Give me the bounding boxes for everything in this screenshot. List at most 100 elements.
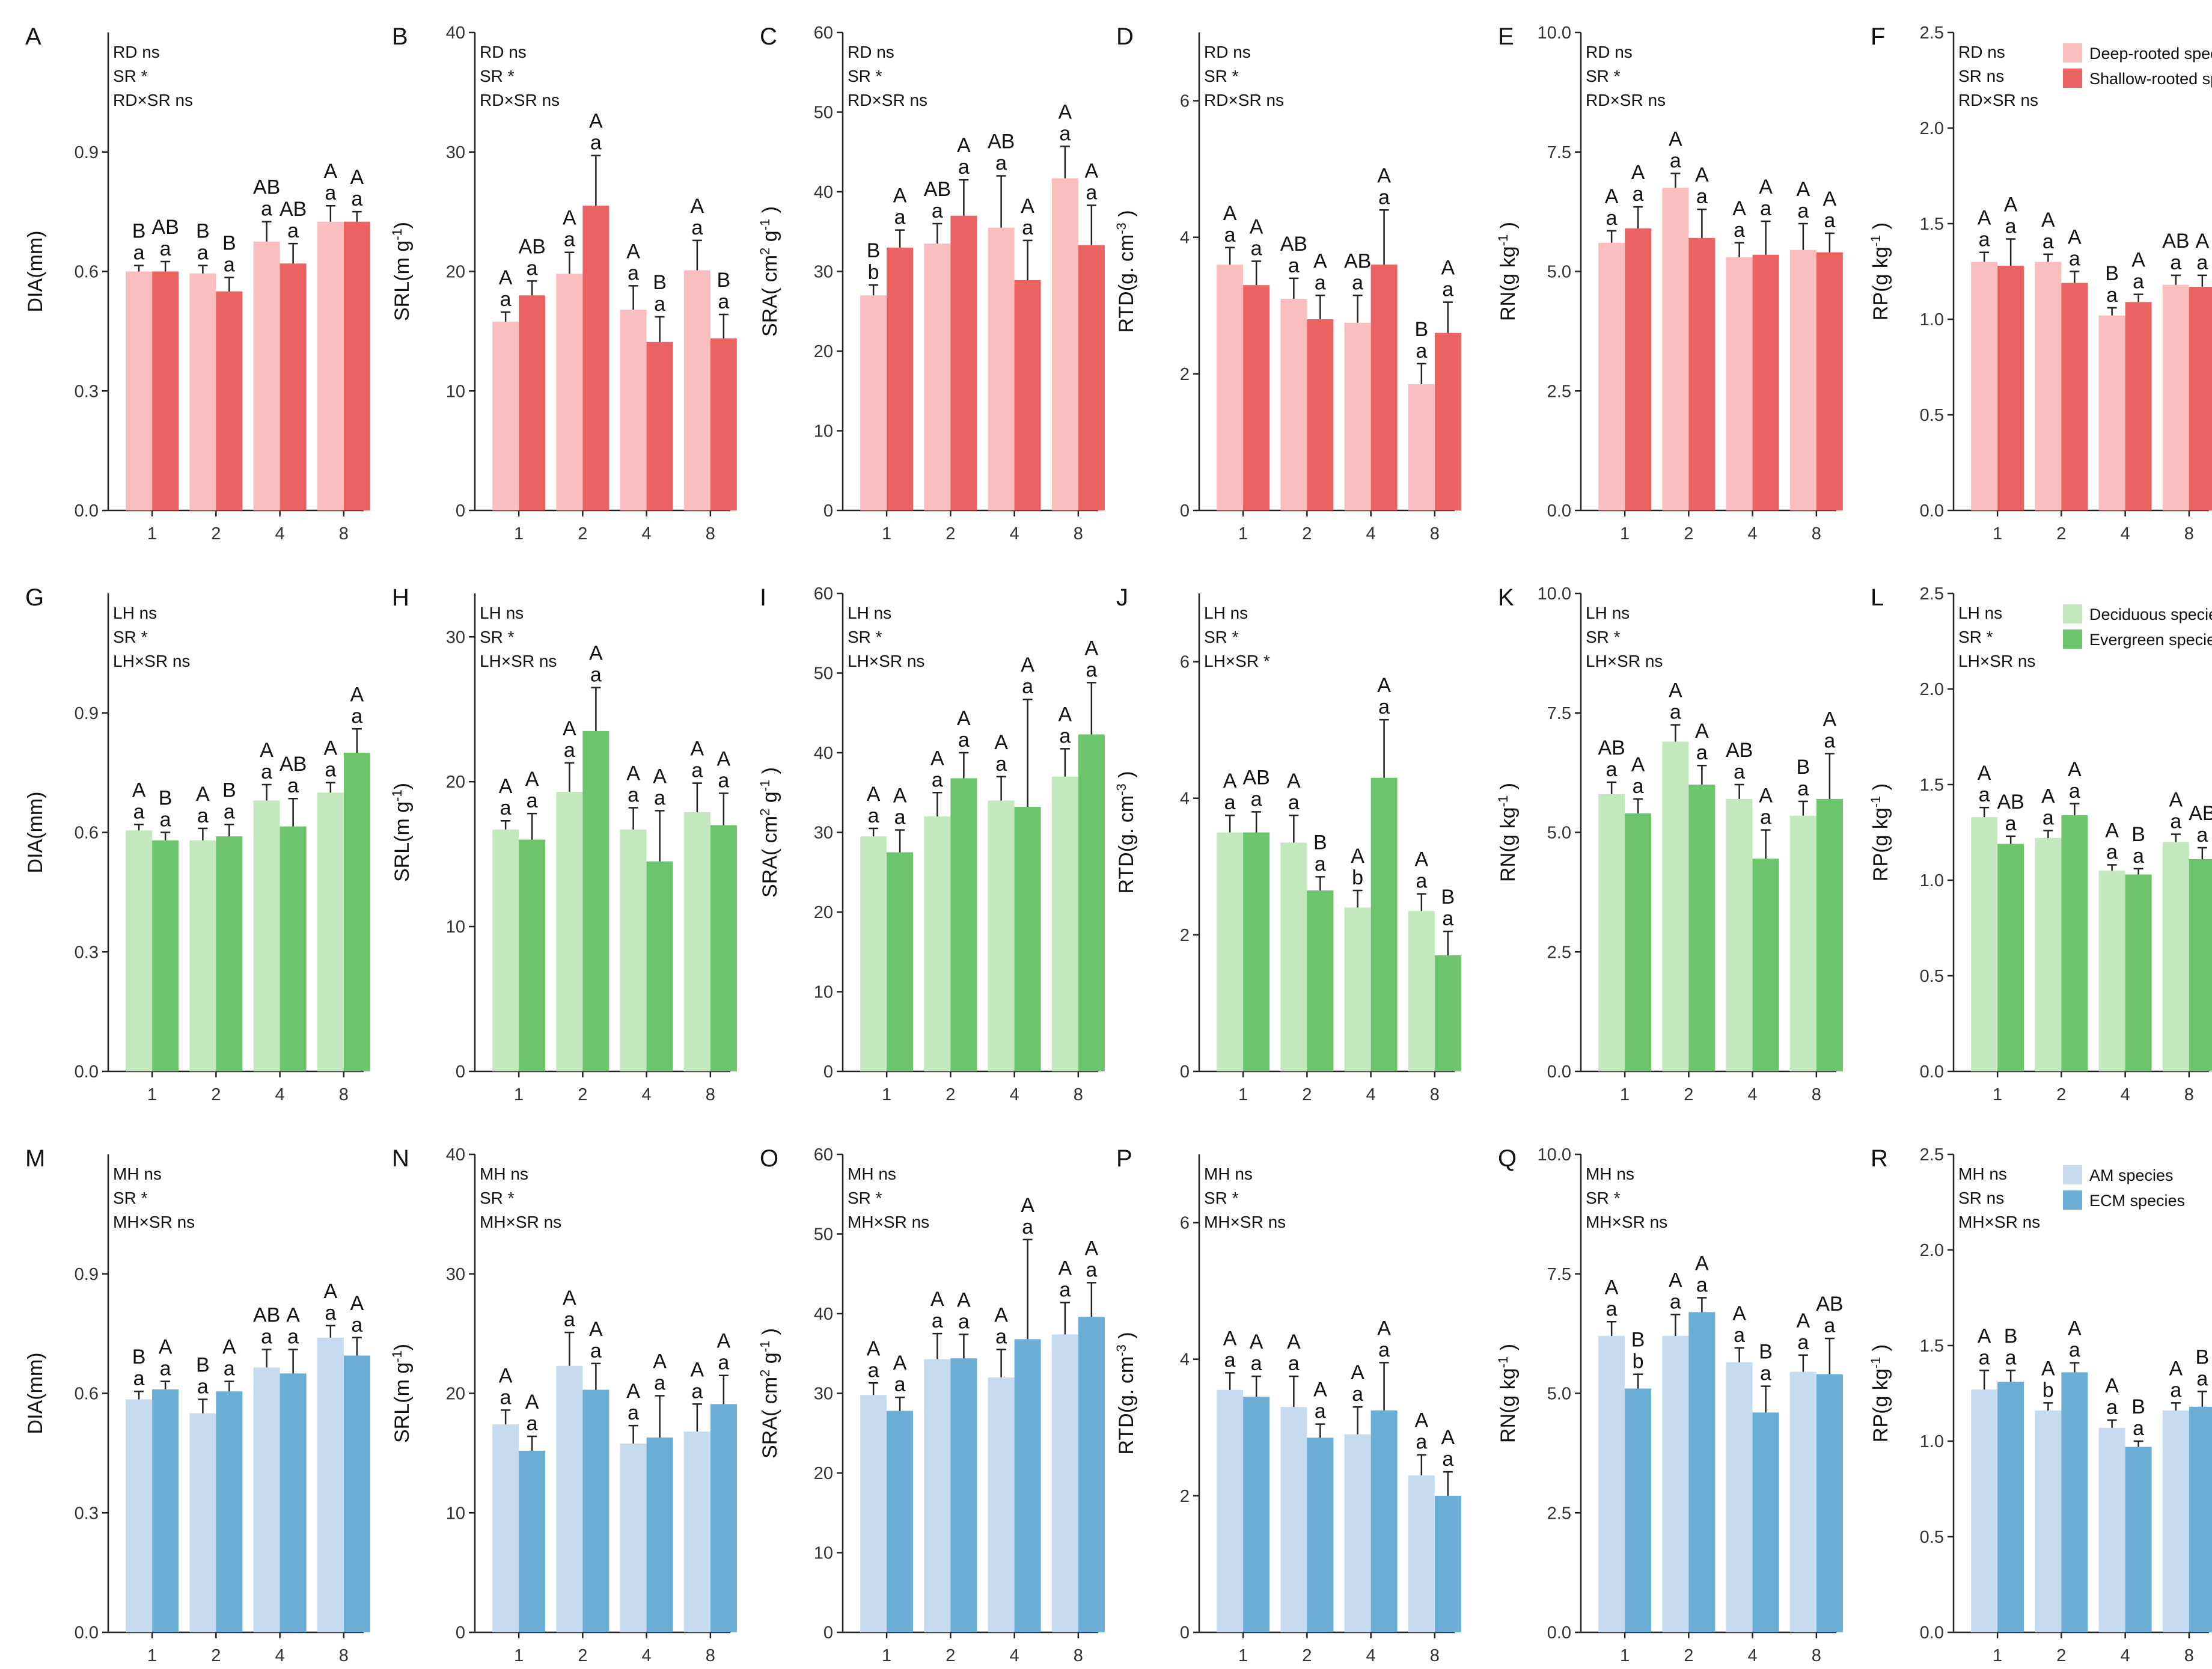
y-tick-label: 0 [1180, 1062, 1190, 1082]
sig-letter-lower: a [1022, 216, 1033, 239]
sig-letter-lower: a [894, 1373, 906, 1396]
bar-b [582, 1389, 610, 1632]
bar-a [189, 840, 216, 1071]
y-tick-label: 40 [446, 1145, 465, 1165]
x-tick-label: 2 [1302, 1646, 1312, 1665]
sig-letter-upper: A [1223, 202, 1237, 225]
sig-letter-upper: A [1085, 1237, 1099, 1260]
y-tick-label: 0.3 [75, 382, 99, 401]
bar-b [582, 206, 610, 510]
stat-line: SR * [1586, 67, 1621, 85]
bar-a [683, 1432, 710, 1632]
bar-b [343, 221, 370, 510]
y-tick-label: 7.5 [1547, 1265, 1571, 1284]
sig-letter-lower: a [628, 1401, 639, 1424]
sig-letter-lower: a [1824, 729, 1835, 752]
bar-b [1078, 1317, 1105, 1632]
y-tick-label: 0.0 [75, 1062, 99, 1082]
sig-letter-lower: a [2106, 841, 2118, 864]
bar-b [2189, 859, 2212, 1071]
legend-swatch [2063, 69, 2082, 88]
sig-letter-lower: a [2106, 1396, 2118, 1419]
y-tick-label: 10 [446, 1504, 465, 1523]
sig-letter-lower: a [628, 784, 639, 807]
bar-b [1434, 955, 1461, 1071]
bar-a [317, 792, 344, 1071]
sig-letter-upper: A [563, 207, 576, 230]
sig-letter-lower: a [1378, 696, 1390, 718]
sig-letter-upper: A [2041, 209, 2055, 231]
y-axis-label-text: RTD(g. cm [1115, 234, 1138, 333]
sig-letter-upper: AB [253, 176, 280, 199]
stat-line: RD×SR ns [1586, 91, 1666, 109]
y-axis-label-superscript: -1 [1868, 1357, 1883, 1369]
sig-letter-upper: A [867, 1337, 881, 1360]
sig-letter-upper: A [893, 1352, 907, 1374]
y-axis-label: RN(g kg-1 ) [1496, 222, 1520, 321]
sig-letter-upper: A [1695, 164, 1709, 186]
y-tick-label: 20 [814, 903, 833, 922]
bar-a [860, 836, 887, 1071]
stat-line: MH×SR ns [1958, 1213, 2040, 1231]
bar-b [1434, 332, 1461, 510]
sig-letter-upper: A [626, 1380, 640, 1403]
sig-letter-upper: A [1415, 848, 1429, 871]
sig-letter-lower: a [1224, 791, 1236, 814]
y-tick-label: 10 [446, 917, 465, 937]
stat-line: RD×SR ns [1204, 91, 1284, 109]
bar-a [2162, 842, 2189, 1071]
y-axis-label: RTD(g. cm-3 ) [1114, 1332, 1138, 1454]
y-tick-label: 0.9 [75, 143, 99, 162]
bar-b [1625, 813, 1652, 1071]
bar-a [556, 792, 583, 1071]
sig-letter-lower: a [958, 156, 970, 179]
bar-a [988, 227, 1015, 510]
sig-letter-upper: B [1441, 886, 1455, 908]
sig-letter-upper: A [196, 783, 210, 806]
sig-letter-upper: A [691, 1358, 704, 1381]
bar-a [189, 273, 216, 510]
sig-letter-lower: a [1315, 853, 1326, 875]
y-axis-label-text: SRL(m g [391, 1362, 414, 1443]
sig-letter-lower: a [160, 237, 171, 260]
y-axis-label-text: SRA( cm [759, 816, 781, 898]
x-tick-label: 8 [706, 524, 715, 544]
bar-a [1051, 178, 1078, 511]
stat-line: MH×SR ns [848, 1213, 929, 1231]
stat-line: RD ns [1204, 43, 1251, 61]
bar-b [1997, 844, 2024, 1071]
sig-letter-upper: AB [1280, 233, 1307, 256]
sig-letter-lower: a [500, 288, 512, 311]
bar-a [1051, 1334, 1078, 1632]
sig-letter-lower: a [691, 216, 703, 239]
bar-a [189, 1413, 216, 1632]
panel-letter: B [392, 23, 408, 50]
y-axis-label-superscript: -3 [1114, 1344, 1129, 1356]
y-tick-label: 0.0 [1920, 501, 1944, 521]
x-tick-label: 1 [1238, 1646, 1248, 1665]
y-tick-label: 1.5 [1920, 776, 1944, 795]
sig-letter-upper: A [2004, 193, 2018, 216]
bar-b [1816, 1374, 1843, 1632]
bar-b [887, 852, 914, 1071]
sig-letter-upper: A [1223, 770, 1237, 792]
bar-a [1598, 242, 1625, 510]
bar-b [2189, 286, 2212, 510]
sig-letter-lower: a [1315, 1400, 1326, 1423]
y-tick-label: 50 [814, 664, 833, 684]
y-tick-label: 30 [446, 628, 465, 647]
y-tick-label: 0.5 [1920, 967, 1944, 986]
bar-b [1625, 228, 1652, 510]
y-axis-label: DIA(mm) [24, 231, 47, 313]
bar-a [1408, 1475, 1435, 1632]
stat-line: LH ns [1958, 604, 2002, 622]
x-tick-label: 8 [1430, 1646, 1440, 1665]
stat-line: MH ns [480, 1165, 528, 1183]
y-axis-label-text: SRA( cm [759, 255, 781, 337]
y-tick-label: 60 [814, 584, 833, 604]
stat-line: SR * [113, 67, 148, 85]
x-tick-label: 4 [642, 1646, 652, 1665]
sig-letter-upper: A [1059, 1257, 1072, 1279]
legend-swatch [2063, 629, 2082, 649]
